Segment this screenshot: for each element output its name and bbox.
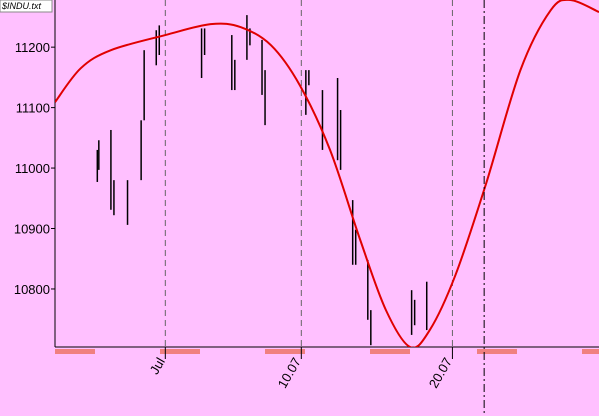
chart-title: $INDU.txt <box>1 1 42 11</box>
x-tick-label: Jul <box>147 355 168 377</box>
x-tick-label: 20.07 <box>426 355 455 391</box>
title-box <box>0 0 53 13</box>
y-tick-label: 11200 <box>15 40 50 55</box>
y-tick-label: 10900 <box>14 222 50 237</box>
x-tick-label: 10.07 <box>275 355 304 391</box>
trend-curve <box>55 0 599 347</box>
y-tick-label: 10800 <box>14 282 50 297</box>
y-tick-label: 11000 <box>15 161 50 176</box>
plot-area <box>55 0 599 347</box>
y-tick-label: 11100 <box>16 101 50 116</box>
weekend-strips <box>55 349 599 354</box>
